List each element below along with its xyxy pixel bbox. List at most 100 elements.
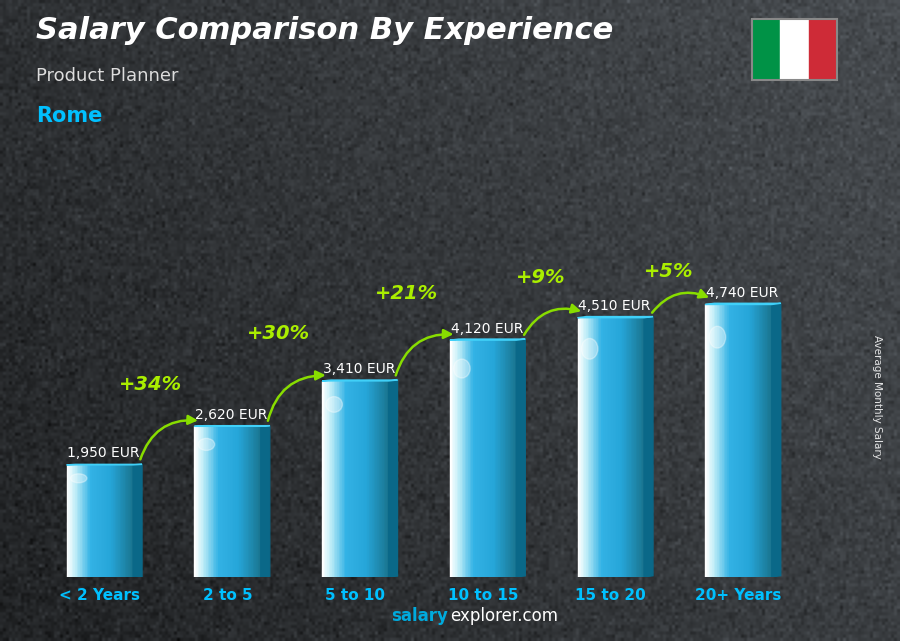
Bar xyxy=(259,426,261,577)
Bar xyxy=(356,381,357,577)
Bar xyxy=(216,426,218,577)
Ellipse shape xyxy=(70,474,87,483)
Bar xyxy=(719,304,720,577)
Bar xyxy=(76,465,78,577)
Bar xyxy=(102,465,104,577)
Bar xyxy=(328,381,330,577)
Bar xyxy=(108,465,110,577)
Bar xyxy=(326,381,327,577)
Bar xyxy=(472,340,473,577)
Bar xyxy=(596,318,598,577)
Bar xyxy=(757,304,759,577)
Bar xyxy=(508,340,509,577)
Bar xyxy=(641,318,643,577)
Bar xyxy=(123,465,125,577)
Bar xyxy=(232,426,234,577)
Bar xyxy=(747,304,749,577)
Bar xyxy=(211,426,212,577)
Text: 4,120 EUR: 4,120 EUR xyxy=(451,322,523,335)
Bar xyxy=(751,304,752,577)
Bar xyxy=(257,426,259,577)
Bar xyxy=(100,465,102,577)
Bar xyxy=(511,340,513,577)
Bar xyxy=(488,340,490,577)
Bar xyxy=(611,318,613,577)
Bar xyxy=(210,426,211,577)
Bar xyxy=(727,304,729,577)
Bar xyxy=(228,426,230,577)
Bar xyxy=(452,340,454,577)
Bar xyxy=(327,381,328,577)
Bar xyxy=(509,340,511,577)
Bar xyxy=(503,340,505,577)
Bar xyxy=(202,426,204,577)
Bar xyxy=(482,340,483,577)
Bar xyxy=(631,318,633,577)
Bar xyxy=(483,340,485,577)
Bar xyxy=(125,465,126,577)
Bar xyxy=(96,465,98,577)
Bar xyxy=(116,465,118,577)
Bar xyxy=(126,465,128,577)
Bar xyxy=(334,381,336,577)
Bar xyxy=(770,304,772,577)
Polygon shape xyxy=(261,426,270,577)
Bar xyxy=(643,318,644,577)
Bar xyxy=(214,426,216,577)
Bar xyxy=(759,304,760,577)
Bar xyxy=(513,340,515,577)
Bar xyxy=(763,304,765,577)
Bar xyxy=(94,465,96,577)
Bar xyxy=(507,340,508,577)
Polygon shape xyxy=(517,339,526,577)
Bar xyxy=(606,318,608,577)
Bar xyxy=(75,465,76,577)
Bar xyxy=(456,340,458,577)
Bar xyxy=(742,304,743,577)
Bar xyxy=(594,318,596,577)
Bar xyxy=(637,318,639,577)
Bar xyxy=(241,426,243,577)
Bar xyxy=(238,426,239,577)
Text: 2,620 EUR: 2,620 EUR xyxy=(195,408,267,422)
Bar xyxy=(497,340,498,577)
Bar xyxy=(475,340,476,577)
Bar xyxy=(624,318,625,577)
Bar xyxy=(254,426,256,577)
Bar xyxy=(120,465,122,577)
Bar xyxy=(200,426,201,577)
Bar xyxy=(350,381,352,577)
Bar xyxy=(626,318,627,577)
Bar xyxy=(470,340,472,577)
Bar xyxy=(253,426,254,577)
Bar xyxy=(342,381,344,577)
Bar xyxy=(383,381,385,577)
Bar xyxy=(387,381,389,577)
Bar xyxy=(239,426,241,577)
Bar xyxy=(490,340,491,577)
Bar xyxy=(749,304,751,577)
Bar xyxy=(206,426,208,577)
Bar xyxy=(224,426,226,577)
Bar xyxy=(473,340,475,577)
Bar xyxy=(220,426,221,577)
Bar xyxy=(602,318,604,577)
Bar xyxy=(105,465,106,577)
Bar xyxy=(745,304,747,577)
Bar xyxy=(246,426,248,577)
Bar xyxy=(244,426,246,577)
Bar xyxy=(729,304,730,577)
Bar xyxy=(354,381,356,577)
Bar xyxy=(761,304,763,577)
Bar xyxy=(486,340,488,577)
Bar xyxy=(616,318,617,577)
Text: +5%: +5% xyxy=(644,262,693,281)
Bar xyxy=(196,426,198,577)
Bar xyxy=(330,381,332,577)
Bar xyxy=(78,465,80,577)
Bar xyxy=(226,426,228,577)
Bar xyxy=(332,381,334,577)
Bar xyxy=(712,304,714,577)
Bar xyxy=(619,318,621,577)
Bar xyxy=(735,304,737,577)
